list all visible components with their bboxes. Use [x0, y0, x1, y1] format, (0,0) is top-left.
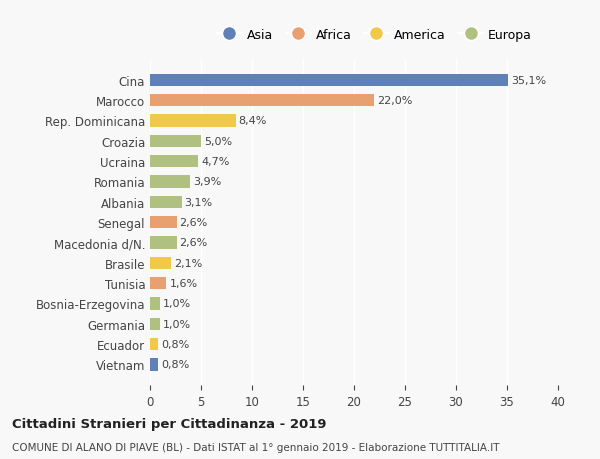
Text: 22,0%: 22,0% — [377, 96, 413, 106]
Text: Cittadini Stranieri per Cittadinanza - 2019: Cittadini Stranieri per Cittadinanza - 2… — [12, 417, 326, 430]
Text: 1,6%: 1,6% — [169, 279, 197, 288]
Bar — [150, 338, 158, 351]
Bar — [150, 237, 176, 249]
Text: 4,7%: 4,7% — [201, 157, 229, 167]
Text: 1,0%: 1,0% — [163, 299, 191, 309]
Text: 3,1%: 3,1% — [185, 197, 213, 207]
Bar — [150, 217, 176, 229]
Bar — [150, 298, 160, 310]
Text: 2,6%: 2,6% — [179, 218, 208, 228]
Bar — [150, 196, 182, 208]
Text: 8,4%: 8,4% — [239, 116, 267, 126]
Bar — [150, 176, 190, 188]
Bar — [150, 277, 166, 290]
Text: 0,8%: 0,8% — [161, 339, 190, 349]
Bar — [150, 358, 158, 371]
Text: 1,0%: 1,0% — [163, 319, 191, 329]
Legend: Asia, Africa, America, Europa: Asia, Africa, America, Europa — [212, 23, 537, 46]
Bar — [150, 318, 160, 330]
Bar — [150, 115, 236, 127]
Bar — [150, 257, 172, 269]
Text: 0,8%: 0,8% — [161, 360, 190, 369]
Bar — [150, 135, 201, 147]
Text: COMUNE DI ALANO DI PIAVE (BL) - Dati ISTAT al 1° gennaio 2019 - Elaborazione TUT: COMUNE DI ALANO DI PIAVE (BL) - Dati IST… — [12, 442, 499, 452]
Bar — [150, 95, 374, 107]
Text: 5,0%: 5,0% — [204, 136, 232, 146]
Bar — [150, 74, 508, 87]
Text: 2,6%: 2,6% — [179, 238, 208, 248]
Text: 2,1%: 2,1% — [175, 258, 203, 268]
Bar — [150, 156, 198, 168]
Text: 3,9%: 3,9% — [193, 177, 221, 187]
Text: 35,1%: 35,1% — [511, 76, 546, 85]
